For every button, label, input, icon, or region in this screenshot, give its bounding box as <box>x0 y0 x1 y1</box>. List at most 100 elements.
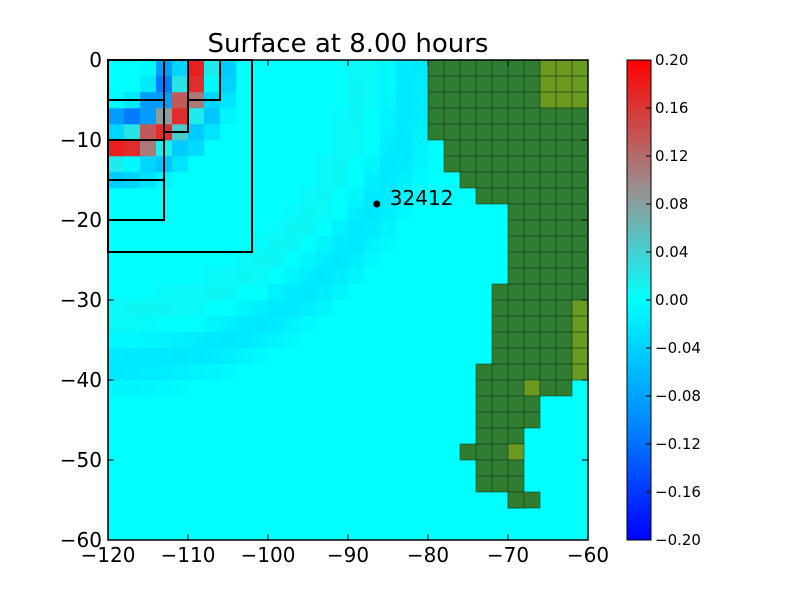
surface-cell <box>140 76 157 93</box>
land-cell <box>491 59 509 77</box>
y-tick-label: −30 <box>60 288 102 312</box>
land-cell <box>539 187 557 205</box>
y-tick-label: 0 <box>89 48 102 72</box>
land-cell <box>523 91 541 109</box>
surface-cell <box>348 140 365 157</box>
land-cell <box>571 267 589 285</box>
surface-cell <box>108 124 125 141</box>
colorbar-tick-label: −0.12 <box>655 435 701 453</box>
surface-cell <box>188 300 205 317</box>
surface-cell <box>380 140 397 157</box>
surface-cell <box>172 364 189 381</box>
surface-cell <box>252 348 269 365</box>
land-cell <box>427 59 445 77</box>
surface-cell <box>204 316 221 333</box>
land-cell <box>475 59 493 77</box>
surface-cell <box>108 316 125 333</box>
land-cell <box>523 187 541 205</box>
land-cell <box>443 75 461 93</box>
land-cell <box>571 187 589 205</box>
surface-cell <box>172 284 189 301</box>
land-cell <box>507 171 525 189</box>
surface-cell <box>204 268 221 285</box>
gauge-point <box>373 200 381 208</box>
surface-cell <box>268 332 285 349</box>
surface-cell <box>316 204 333 221</box>
land-cell <box>523 379 541 397</box>
surface-cell <box>156 364 173 381</box>
land-cell <box>539 267 557 285</box>
surface-cell <box>316 172 333 189</box>
land-cell <box>443 123 461 141</box>
surface-cell <box>156 332 173 349</box>
surface-cell <box>332 236 349 253</box>
surface-cell <box>236 316 253 333</box>
surface-cell <box>220 108 237 125</box>
land-cell <box>555 363 573 381</box>
land-cell <box>443 59 461 77</box>
surface-cell <box>172 300 189 317</box>
surface-cell <box>396 204 413 221</box>
surface-cell <box>332 252 349 269</box>
land-cell <box>555 251 573 269</box>
surface-cell <box>300 284 317 301</box>
surface-cell <box>220 284 237 301</box>
land-cell <box>507 75 525 93</box>
land-cell <box>475 379 493 397</box>
surface-cell <box>316 236 333 253</box>
surface-cell <box>268 252 285 269</box>
land-cell <box>427 107 445 125</box>
land-cell <box>507 123 525 141</box>
land-cell <box>491 475 509 493</box>
surface-cell <box>348 124 365 141</box>
land-cell <box>443 155 461 173</box>
land-cell <box>507 251 525 269</box>
surface-cell <box>220 92 237 109</box>
land-cell <box>523 363 541 381</box>
land-cell <box>555 155 573 173</box>
land-cell <box>507 363 525 381</box>
surface-cell <box>396 172 413 189</box>
surface-cell <box>364 252 381 269</box>
land-cell <box>539 219 557 237</box>
surface-cell <box>364 172 381 189</box>
surface-cell <box>204 364 221 381</box>
surface-cell <box>204 124 221 141</box>
surface-cell <box>348 76 365 93</box>
surface-cell <box>236 252 253 269</box>
surface-cell <box>236 300 253 317</box>
surface-cell <box>188 108 205 125</box>
land-cell <box>571 203 589 221</box>
surface-cell <box>124 332 141 349</box>
surface-cell <box>108 364 125 381</box>
surface-cell <box>268 236 285 253</box>
land-cell <box>491 155 509 173</box>
surface-cell <box>124 140 141 157</box>
surface-cell <box>268 300 285 317</box>
land-cell <box>507 235 525 253</box>
surface-cell <box>108 156 125 173</box>
land-cell <box>523 315 541 333</box>
colorbar-tick-label: −0.04 <box>655 339 701 357</box>
land-cell <box>555 347 573 365</box>
surface-cell <box>188 364 205 381</box>
surface-cell <box>124 380 141 397</box>
surface-cell <box>204 60 221 77</box>
surface-cell <box>220 364 237 381</box>
surface-cell <box>204 108 221 125</box>
land-cell <box>523 411 541 429</box>
land-cell <box>555 203 573 221</box>
land-cell <box>539 331 557 349</box>
land-cell <box>571 363 589 381</box>
surface-cell <box>364 60 381 77</box>
surface-cell <box>284 316 301 333</box>
surface-cell <box>284 332 301 349</box>
surface-cell <box>108 348 125 365</box>
surface-cell <box>300 300 317 317</box>
surface-cell <box>332 108 349 125</box>
land-cell <box>507 347 525 365</box>
surface-cell <box>252 252 269 269</box>
land-cell <box>507 283 525 301</box>
land-cell <box>523 251 541 269</box>
